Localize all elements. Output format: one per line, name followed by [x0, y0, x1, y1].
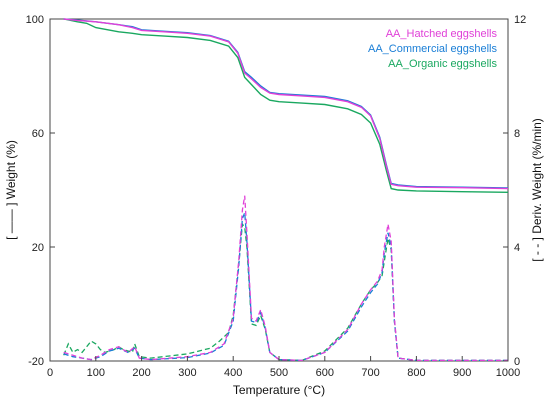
plot-frame — [49, 18, 509, 362]
weight-line-organic — [63, 18, 509, 193]
legend-entry: AA_Commercial eggshells — [368, 43, 497, 55]
weight-line-hatched — [63, 18, 509, 190]
y-axis-left-title: [ —— ] Weight (%) — [4, 140, 18, 240]
x-tick-label: 100 — [87, 367, 105, 379]
y-axis-right-title: [ - - ] Deriv. Weight (%/min) — [530, 118, 544, 262]
x-tick-label: 200 — [132, 367, 150, 379]
deriv-line-hatched — [63, 195, 508, 362]
y-right-tick-label: 12 — [514, 14, 526, 26]
x-tick-label: 400 — [224, 367, 242, 379]
y-right-tick-label: 0 — [514, 356, 520, 368]
x-tick-label: 800 — [407, 367, 425, 379]
legend-entry: AA_Organic eggshells — [388, 58, 497, 70]
x-tick-label: 500 — [270, 367, 288, 379]
axis-layer: 0 100 200 300 400 500 600 700 800 900 1000-2020601… — [26, 14, 527, 379]
deriv-line-commercial — [63, 212, 508, 362]
y-left-tick-label: 20 — [32, 242, 44, 254]
series-layer — [63, 18, 509, 362]
x-tick-label: 900 — [453, 367, 471, 379]
x-tick-label: 1000 — [496, 367, 520, 379]
x-tick-label: 600 — [316, 367, 334, 379]
y-left-tick-label: 60 — [32, 128, 44, 140]
y-left-tick-label: 100 — [26, 14, 44, 26]
x-tick-label: 0 — [47, 367, 53, 379]
y-right-tick-label: 8 — [514, 128, 520, 140]
deriv-line-organic — [63, 222, 508, 362]
x-tick-label: 700 — [361, 367, 379, 379]
legend-entry: AA_Hatched eggshells — [386, 28, 498, 40]
y-left-tick-label: -20 — [28, 356, 44, 368]
x-axis-title: Temperature (°C) — [233, 383, 325, 397]
y-right-tick-label: 4 — [514, 242, 520, 254]
x-tick-label: 300 — [178, 367, 196, 379]
legend: AA_Hatched eggshells AA_Commercial eggshe… — [368, 28, 497, 70]
